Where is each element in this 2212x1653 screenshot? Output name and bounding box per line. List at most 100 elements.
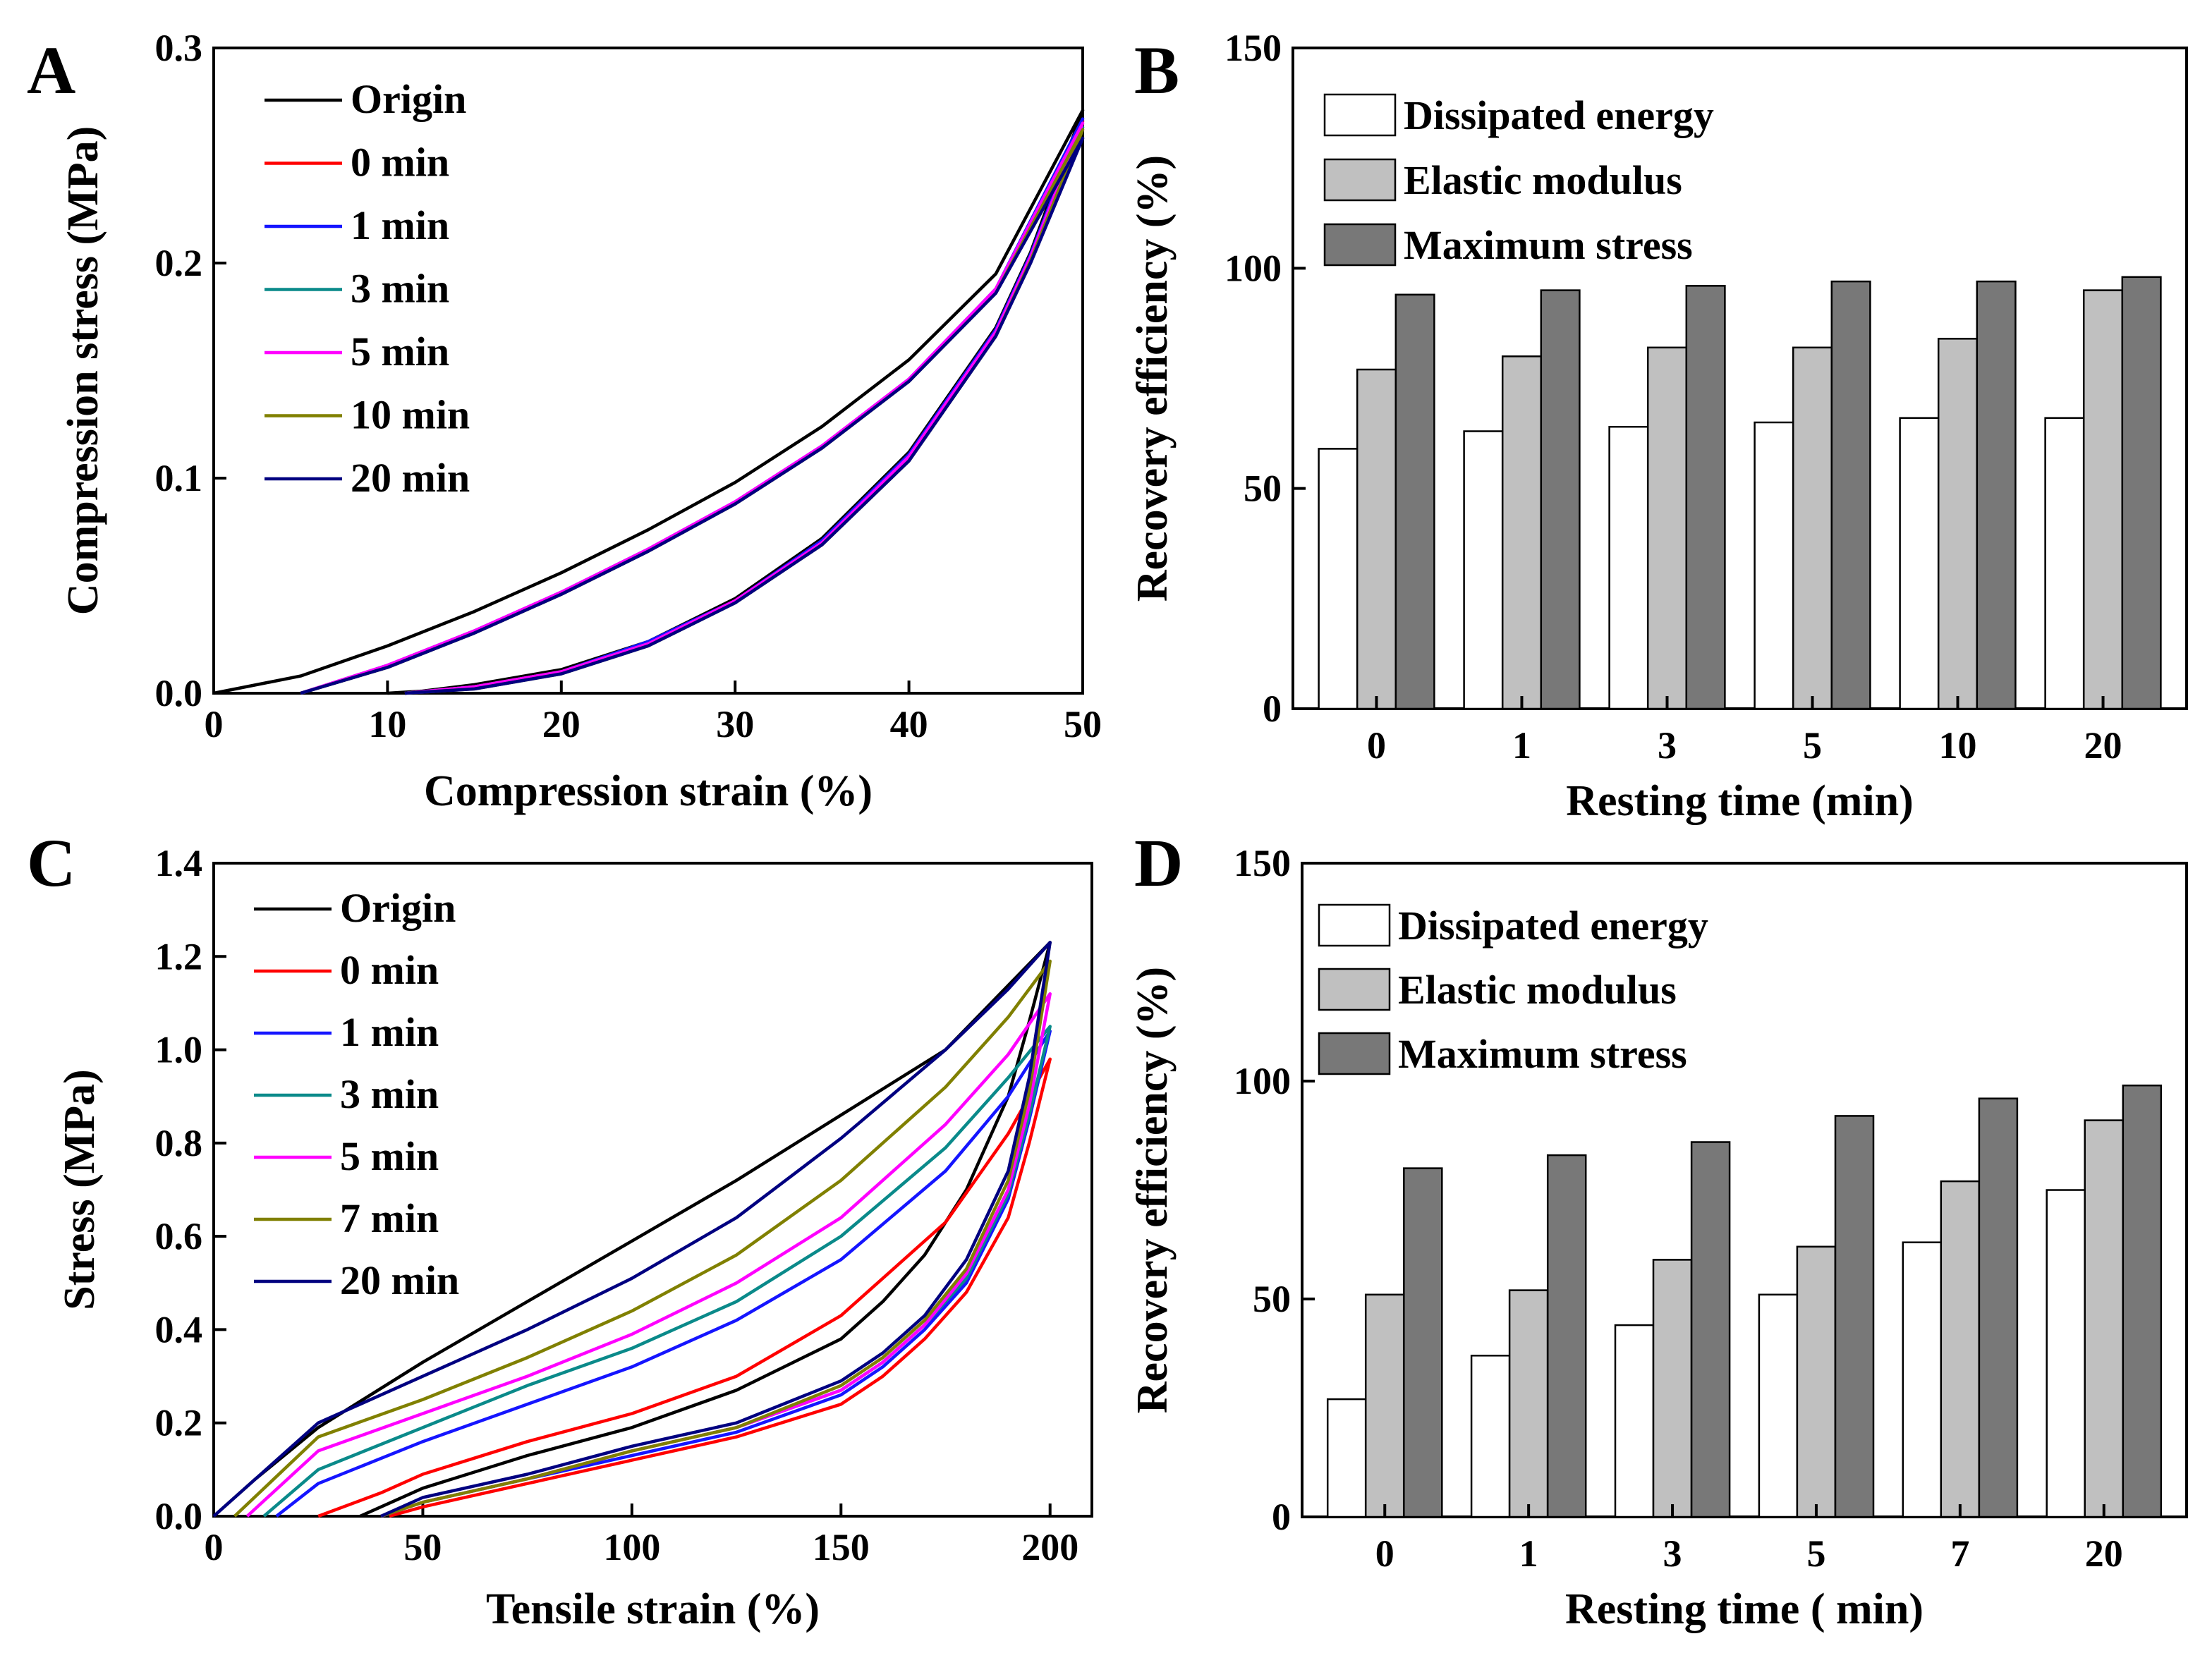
- panel-a-frame: [212, 47, 1084, 695]
- bar-elastic-modulus-10: [1937, 338, 1979, 710]
- bar-dissipated-energy-3: [1614, 1324, 1655, 1518]
- legend-swatch-maximum-stress: [1318, 1032, 1391, 1075]
- legend-label-3-min: 3 min: [340, 1071, 439, 1117]
- panel-a-x-axis-label: Compression strain (%): [424, 767, 873, 815]
- panel-c-xtick-label: 0: [205, 1526, 224, 1568]
- legend-label-maximum-stress: Maximum stress: [1404, 222, 1693, 268]
- panel-d-xtick-label: 20: [2085, 1532, 2123, 1575]
- legend-label-origin: Origin: [351, 76, 466, 122]
- series-20-min-curve: [300, 136, 1085, 695]
- panel-c-xtick-label: 50: [403, 1526, 442, 1568]
- legend-label-10-min: 10 min: [351, 392, 470, 438]
- panel-a-xtick-label: 50: [1064, 703, 1102, 745]
- panel-c-x-axis-label: Tensile strain (%): [486, 1585, 820, 1633]
- bar-maximum-stress-10: [1976, 280, 2017, 710]
- legend-swatch-elastic-modulus: [1323, 158, 1397, 202]
- bar-maximum-stress-1: [1540, 289, 1581, 710]
- legend-swatch-elastic-modulus: [1318, 968, 1391, 1011]
- panel-a-ytick-label: 0.1: [155, 457, 203, 499]
- panel-a-ytick-label: 0.3: [155, 27, 203, 69]
- bar-dissipated-energy-1: [1470, 1355, 1511, 1518]
- series-7-min-curve: [233, 959, 1052, 1518]
- series-0-min-curve: [317, 1057, 1052, 1518]
- bar-maximum-stress-3: [1685, 285, 1726, 710]
- panel-c-xtick-label: 150: [813, 1526, 870, 1568]
- bar-maximum-stress-5: [1834, 1115, 1875, 1518]
- panel-d-ytick-label: 100: [1234, 1060, 1291, 1102]
- bar-maximum-stress-20: [2121, 276, 2162, 710]
- legend-label-1-min: 1 min: [340, 1009, 439, 1055]
- legend-label-origin: Origin: [340, 885, 456, 931]
- bar-elastic-modulus-3: [1652, 1259, 1693, 1518]
- panel-a-curves: [213, 109, 1085, 695]
- bar-elastic-modulus-20: [2084, 1119, 2124, 1518]
- bar-elastic-modulus-1: [1508, 1289, 1549, 1518]
- bar-elastic-modulus-5: [1792, 346, 1833, 710]
- panel-b-bars: [1318, 276, 2162, 710]
- bar-elastic-modulus-0: [1364, 1293, 1405, 1518]
- panel-c-y-axis-label: Stress (MPa): [56, 1069, 104, 1310]
- legend-label-20-min: 20 min: [340, 1257, 459, 1303]
- panel-d-ytick-label: 50: [1253, 1278, 1291, 1320]
- panel-c-ytick-label: 0.4: [155, 1308, 203, 1350]
- bar-dissipated-energy-10: [1899, 417, 1940, 710]
- panel-c-ytick-label: 1.4: [155, 842, 203, 884]
- panel-d-xtick-label: 5: [1806, 1532, 1825, 1575]
- bar-elastic-modulus-1: [1501, 355, 1543, 710]
- panel-b-frame: [1292, 47, 2188, 710]
- panel-d-y-axis-label: Recovery efficiency (%): [1129, 967, 1177, 1413]
- panel-d-letter: D: [1134, 825, 1183, 901]
- series-20-min-curve: [212, 941, 1052, 1518]
- panel-c-xtick-label: 200: [1021, 1526, 1078, 1568]
- panel-d-ytick-label: 0: [1272, 1496, 1291, 1538]
- panel-a-y-axis-label: Compression stress (MPa): [59, 126, 107, 615]
- panel-a-xtick-label: 30: [716, 703, 754, 745]
- panel-c-ytick-label: 1.0: [155, 1029, 203, 1071]
- series-origin-curve: [212, 941, 1052, 1518]
- series-origin-curve: [213, 109, 1085, 695]
- bar-dissipated-energy-0: [1318, 448, 1359, 710]
- bar-dissipated-energy-3: [1608, 425, 1649, 710]
- bar-maximum-stress-0: [1394, 293, 1435, 710]
- bar-dissipated-energy-7: [1902, 1241, 1943, 1518]
- panel-a-ytick-label: 0.0: [155, 672, 203, 714]
- panel-d-xtick-label: 1: [1519, 1532, 1538, 1575]
- legend-label-3-min: 3 min: [351, 266, 449, 312]
- panel-d-xtick-label: 3: [1663, 1532, 1682, 1575]
- panel-b-x-axis-label: Resting time (min): [1566, 777, 1913, 825]
- panel-a-xtick-label: 40: [890, 703, 928, 745]
- panel-b-xtick-label: 1: [1512, 724, 1531, 767]
- panel-d-xtick-label: 7: [1950, 1532, 1969, 1575]
- panel-c-ytick-label: 0.2: [155, 1402, 203, 1444]
- bar-maximum-stress-0: [1403, 1167, 1443, 1518]
- bar-elastic-modulus-20: [2082, 289, 2124, 710]
- panel-c-ytick-label: 0.8: [155, 1122, 203, 1164]
- legend-label-1-min: 1 min: [351, 202, 449, 248]
- bar-maximum-stress-1: [1546, 1154, 1587, 1518]
- legend-label-elastic-modulus: Elastic modulus: [1404, 157, 1682, 203]
- bar-maximum-stress-5: [1830, 280, 1871, 710]
- legend-swatch-dissipated-energy: [1318, 903, 1391, 947]
- panel-a-letter: A: [27, 32, 75, 108]
- panel-c-ytick-label: 0.6: [155, 1215, 203, 1257]
- panel-b-ytick-label: 100: [1224, 247, 1282, 289]
- panel-d-ytick-label: 150: [1234, 842, 1291, 884]
- series-5-min-curve: [300, 121, 1085, 695]
- panel-b-xtick-label: 10: [1939, 724, 1977, 767]
- legend-label-0-min: 0 min: [351, 140, 449, 185]
- bar-maximum-stress-20: [2122, 1084, 2163, 1518]
- legend-swatch-maximum-stress: [1323, 223, 1397, 267]
- panel-a-ytick-label: 0.2: [155, 242, 203, 284]
- bar-dissipated-energy-5: [1754, 421, 1794, 710]
- panel-a-xtick-label: 20: [542, 703, 581, 745]
- legend-swatch-dissipated-energy: [1323, 93, 1397, 137]
- legend-label-0-min: 0 min: [340, 947, 439, 993]
- panel-d-frame: [1301, 862, 2188, 1518]
- panel-b-xtick-label: 5: [1803, 724, 1822, 767]
- panel-c-xtick-label: 100: [603, 1526, 660, 1568]
- legend-label-20-min: 20 min: [351, 455, 470, 501]
- panel-d-x-axis-label: Resting time ( min): [1565, 1585, 1924, 1633]
- panel-d-bars: [1326, 1084, 2163, 1518]
- bar-maximum-stress-3: [1690, 1141, 1731, 1518]
